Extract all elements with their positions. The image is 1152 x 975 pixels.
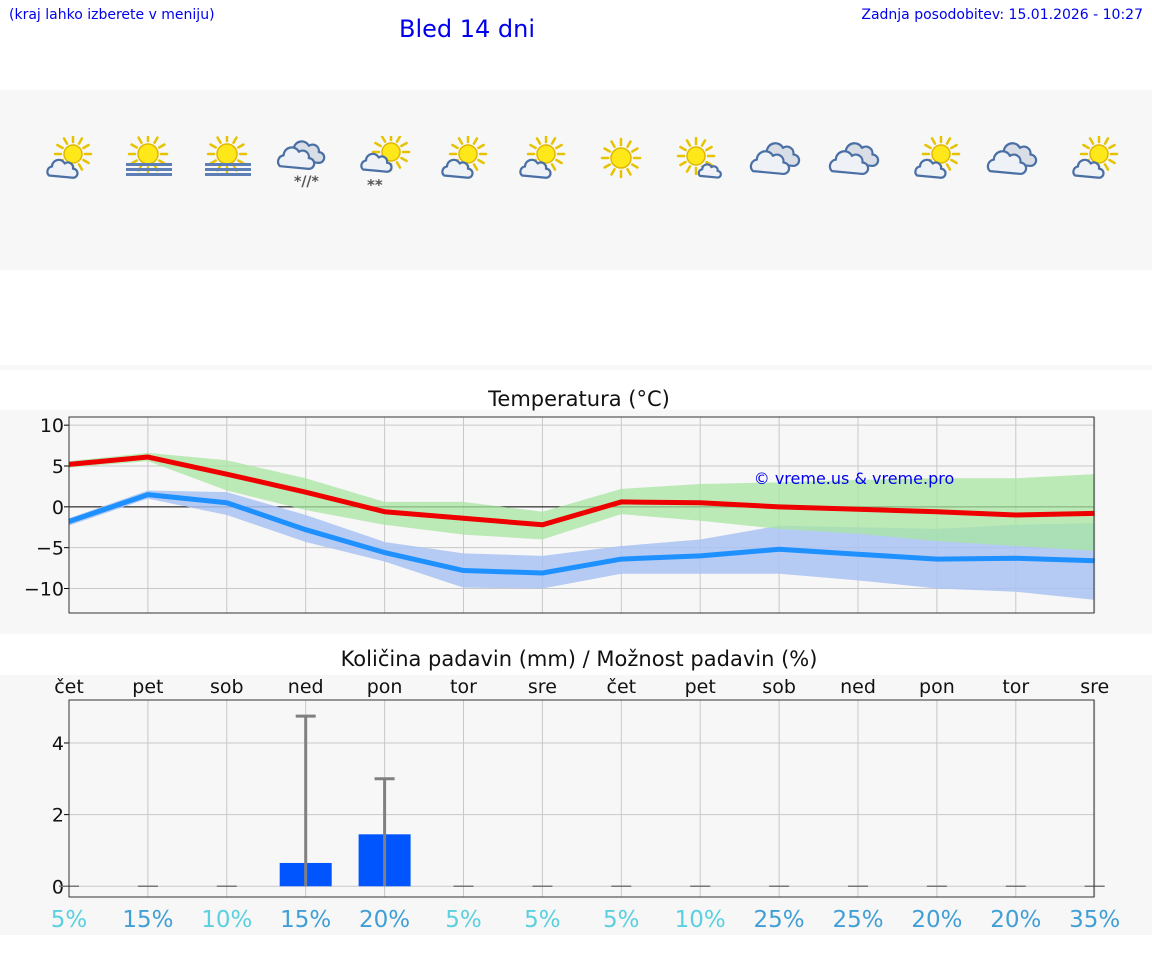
partly-cloudy-sun-icon: [914, 136, 961, 179]
svg-text:*//*: *//*: [294, 174, 320, 190]
page-title: Bled 14 dni: [399, 15, 536, 43]
precipitation-band: [0, 675, 1152, 935]
partly-cloudy-sun-icon: [440, 136, 487, 179]
cloudy-icon: [828, 142, 880, 176]
sun-fog-icon: [125, 136, 172, 176]
svg-text:**: **: [367, 176, 383, 194]
last-updated: Zadnja posodobitev: 15.01.2026 - 10:27: [861, 7, 1143, 23]
header-left-note: (kraj lahko izberete v meniju): [9, 7, 215, 23]
partly-cloudy-sun-icon: [1072, 136, 1118, 179]
cloud-sleet-icon: *//*: [276, 140, 325, 190]
cloudy-icon: [986, 142, 1037, 176]
precipitation-title: Količina padavin (mm) / Možnost padavin …: [340, 647, 818, 671]
cloudy-icon: [750, 142, 801, 176]
partly-cloudy-sun-icon: [519, 136, 566, 179]
temperature-title: Temperatura (°C): [488, 387, 670, 411]
separator-band: [0, 365, 1152, 370]
sun-fog-icon: [204, 136, 251, 176]
temperature-band: [0, 410, 1152, 634]
partly-cloudy-sun-icon: [46, 136, 93, 179]
sun-icon: [601, 137, 642, 179]
sun-small-cloud-icon: [676, 136, 723, 179]
sun-cloud-snow-icon: **: [359, 136, 410, 194]
forecast-band: [0, 90, 1152, 270]
